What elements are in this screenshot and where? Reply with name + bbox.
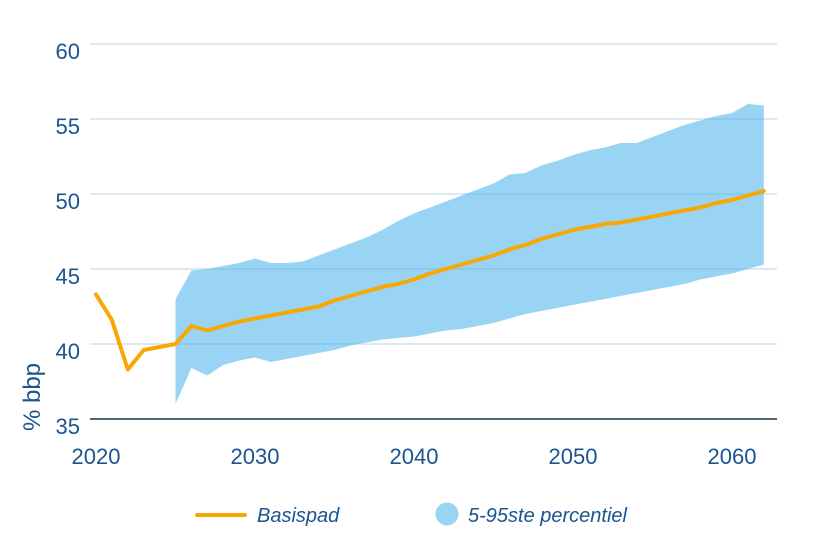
y-tick-label-60: 60 bbox=[56, 39, 80, 64]
y-tick-label-50: 50 bbox=[56, 189, 80, 214]
x-axis-tick-labels: 2020 2030 2040 2050 2060 bbox=[72, 444, 757, 469]
x-tick-label-2040: 2040 bbox=[390, 444, 439, 469]
x-tick-label-2020: 2020 bbox=[72, 444, 121, 469]
x-tick-label-2030: 2030 bbox=[231, 444, 280, 469]
y-tick-label-55: 55 bbox=[56, 114, 80, 139]
percentile-band-area bbox=[175, 104, 764, 404]
legend-label-basispad: Basispad bbox=[257, 505, 340, 527]
y-tick-label-45: 45 bbox=[56, 264, 80, 289]
x-tick-label-2060: 2060 bbox=[708, 444, 757, 469]
legend: Basispad 5-95ste percentiel bbox=[195, 502, 628, 527]
x-tick-label-2050: 2050 bbox=[549, 444, 598, 469]
y-tick-label-35: 35 bbox=[56, 414, 80, 439]
legend-label-percentiel: 5-95ste percentiel bbox=[468, 505, 628, 527]
basispad-line bbox=[94, 189, 766, 372]
y-axis-title: % bbp bbox=[19, 363, 46, 431]
percentile-band-swatch-icon bbox=[435, 502, 459, 526]
y-axis-tick-labels: 35 40 45 50 55 60 bbox=[56, 39, 80, 439]
y-tick-label-40: 40 bbox=[56, 339, 80, 364]
